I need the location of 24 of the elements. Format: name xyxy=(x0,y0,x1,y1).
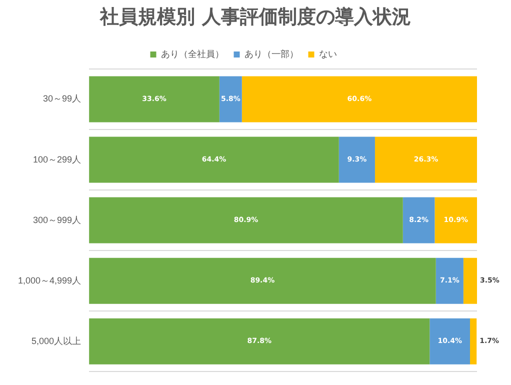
y-tick-label: 30～99人 xyxy=(43,94,82,104)
legend-label: あり（全社員） xyxy=(160,48,224,59)
bar xyxy=(89,258,436,304)
bar xyxy=(89,318,430,364)
bar xyxy=(374,136,477,183)
y-tick-label: 300～999人 xyxy=(32,214,82,225)
bar xyxy=(402,197,435,244)
bar xyxy=(89,136,339,183)
bar xyxy=(463,258,477,304)
bar xyxy=(242,76,477,122)
bar xyxy=(470,318,477,364)
legend-label: あり（一部） xyxy=(244,48,298,59)
bar xyxy=(434,197,477,244)
chart-title: 社員規模別 人事評価制度の導入状況 xyxy=(98,5,412,30)
y-tick-label: 100～299人 xyxy=(32,154,82,164)
y-tick-label: 1,000～4,999人 xyxy=(18,275,82,286)
y-tick-label: 5,000人以上 xyxy=(32,336,82,346)
bar xyxy=(430,318,470,364)
legend-label: ない xyxy=(318,48,337,59)
bar xyxy=(89,76,220,122)
bar xyxy=(219,76,242,122)
bar xyxy=(89,197,403,244)
bar xyxy=(338,136,375,183)
bar xyxy=(436,258,464,304)
